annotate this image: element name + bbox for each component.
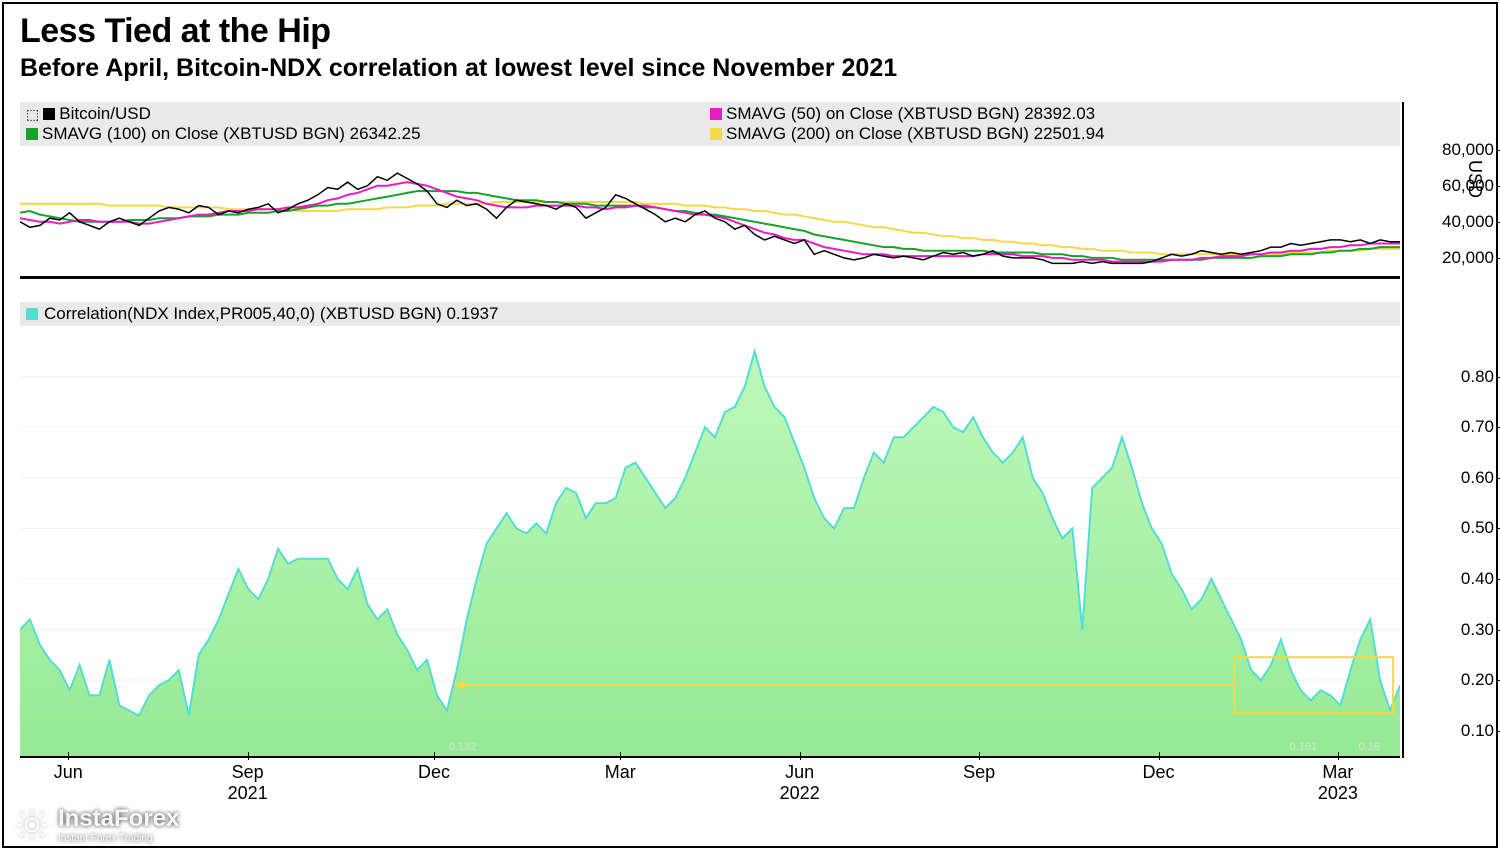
y2-tick: 0.80	[1461, 367, 1494, 387]
x-tick-label: Jun2022	[780, 762, 820, 804]
correlation-chart-svg: 0.132 0.161 0.16	[20, 326, 1400, 756]
chart-subtitle: Before April, Bitcoin-NDX correlation at…	[20, 54, 897, 83]
x-tick-label: Mar	[605, 762, 636, 783]
x-tick-label: Jun	[54, 762, 83, 783]
y1-tick: 80,000	[1442, 140, 1494, 160]
y2-tick: 0.50	[1461, 518, 1494, 538]
y2-tick: 0.40	[1461, 569, 1494, 589]
right-axis-line	[1402, 102, 1404, 758]
gear-icon	[14, 807, 50, 843]
watermark-logo: InstaForex Instant Forex Trading	[14, 805, 179, 844]
svg-text:0.161: 0.161	[1290, 741, 1318, 753]
legend-price-panel: ⬚Bitcoin/USD SMAVG (50) on Close (XBTUSD…	[20, 102, 1400, 146]
legend-btc: ⬚Bitcoin/USD	[26, 104, 710, 124]
x-axis: Jun Sep2021 Dec Mar Jun2022 Sep Dec Mar2023	[20, 758, 1400, 820]
svg-text:0.16: 0.16	[1359, 741, 1380, 753]
correlation-panel: 0.132 0.161 0.16	[20, 326, 1400, 758]
y1-tick: 60,000	[1442, 176, 1494, 196]
legend-btc-text: Bitcoin/USD	[59, 104, 151, 124]
y1-axis: 20,000 40,000 60,000 80,000	[1418, 102, 1498, 276]
legend-sma50: SMAVG (50) on Close (XBTUSD BGN) 28392.0…	[710, 104, 1394, 124]
chart-title: Less Tied at the Hip	[20, 12, 331, 51]
legend-sma100-text: SMAVG (100) on Close (XBTUSD BGN) 26342.…	[42, 124, 421, 144]
logo-tagline: Instant Forex Trading	[58, 833, 179, 844]
y1-tick: 40,000	[1442, 212, 1494, 232]
x-tick-label: Dec	[418, 762, 450, 783]
logo-text: InstaForex	[58, 805, 179, 833]
legend-sma100: SMAVG (100) on Close (XBTUSD BGN) 26342.…	[26, 124, 710, 144]
svg-text:0.132: 0.132	[449, 741, 477, 753]
x-tick-label: Mar2023	[1318, 762, 1358, 804]
y2-tick: 0.30	[1461, 620, 1494, 640]
y2-tick: 0.10	[1461, 721, 1494, 741]
legend-sma200-text: SMAVG (200) on Close (XBTUSD BGN) 22501.…	[726, 124, 1105, 144]
legend-sma200: SMAVG (200) on Close (XBTUSD BGN) 22501.…	[710, 124, 1394, 144]
legend-corr-text: Correlation(NDX Index,PR005,40,0) (XBTUS…	[44, 304, 498, 324]
y1-tick: 20,000	[1442, 248, 1494, 268]
y2-tick: 0.70	[1461, 417, 1494, 437]
y2-tick: 0.60	[1461, 468, 1494, 488]
price-panel	[20, 146, 1400, 279]
legend-sma50-text: SMAVG (50) on Close (XBTUSD BGN) 28392.0…	[726, 104, 1095, 124]
y2-tick: 0.20	[1461, 670, 1494, 690]
x-tick-label: Sep	[963, 762, 995, 783]
x-tick-label: Dec	[1142, 762, 1174, 783]
legend-correlation-panel: Correlation(NDX Index,PR005,40,0) (XBTUS…	[20, 302, 1400, 326]
y2-axis: 0.10 0.20 0.30 0.40 0.50 0.60 0.70 0.80	[1418, 326, 1498, 756]
x-tick-label: Sep2021	[228, 762, 268, 804]
price-chart-svg	[20, 146, 1400, 276]
